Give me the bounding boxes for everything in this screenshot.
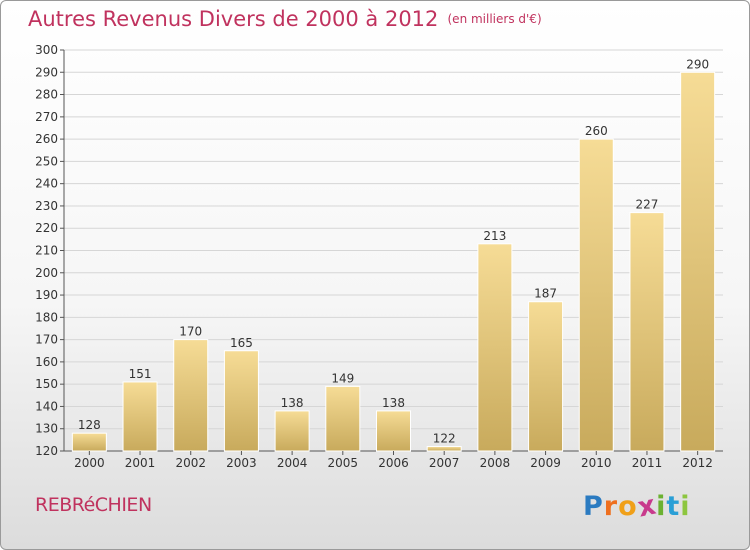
bar bbox=[680, 71, 716, 452]
bar-value-label: 138 bbox=[382, 396, 405, 410]
x-tick-label: 2001 bbox=[125, 456, 156, 470]
bar-value-label: 138 bbox=[281, 396, 304, 410]
x-tick-label: 2002 bbox=[175, 456, 206, 470]
y-tick-label: 140 bbox=[35, 399, 58, 413]
x-tick-label: 2003 bbox=[226, 456, 257, 470]
y-tick-label: 200 bbox=[35, 266, 58, 280]
bar-value-label: 227 bbox=[636, 198, 659, 212]
title-unit: (en milliers d'€) bbox=[447, 12, 542, 26]
y-tick-label: 130 bbox=[35, 422, 58, 436]
bar bbox=[578, 138, 614, 452]
y-tick-label: 300 bbox=[35, 43, 58, 57]
x-tick-label: 2007 bbox=[429, 456, 460, 470]
bar-value-label: 260 bbox=[585, 124, 608, 138]
logo-letter: P bbox=[583, 491, 604, 522]
bar-value-label: 122 bbox=[433, 432, 456, 446]
y-tick-label: 260 bbox=[35, 132, 58, 146]
bar-value-label: 165 bbox=[230, 336, 253, 350]
x-tick-label: 2008 bbox=[480, 456, 511, 470]
chart-title: Autres Revenus Divers de 2000 à 2012 (en… bbox=[28, 7, 542, 31]
logo-letter: r bbox=[603, 491, 619, 522]
y-tick-label: 120 bbox=[35, 444, 58, 458]
y-tick-label: 210 bbox=[35, 244, 58, 258]
y-tick-label: 270 bbox=[35, 110, 58, 124]
logo-letter: i bbox=[656, 491, 667, 522]
commune-name: REBRéCHIEN bbox=[35, 494, 152, 516]
bar-value-label: 128 bbox=[78, 418, 101, 432]
bar-value-label: 170 bbox=[179, 325, 202, 339]
y-tick-label: 180 bbox=[35, 310, 58, 324]
y-tick-label: 160 bbox=[35, 355, 58, 369]
bar bbox=[477, 243, 513, 452]
bar-value-label: 149 bbox=[331, 371, 354, 385]
bar-value-label: 290 bbox=[686, 57, 709, 71]
bar bbox=[426, 446, 462, 452]
bar bbox=[528, 301, 564, 452]
bar bbox=[629, 212, 665, 452]
y-tick-label: 240 bbox=[35, 177, 58, 191]
bar bbox=[122, 381, 158, 452]
y-tick-label: 230 bbox=[35, 199, 58, 213]
bar-value-label: 187 bbox=[534, 287, 557, 301]
y-tick-label: 220 bbox=[35, 221, 58, 235]
x-tick-label: 2006 bbox=[378, 456, 409, 470]
bar bbox=[325, 385, 361, 452]
x-tick-label: 2009 bbox=[530, 456, 561, 470]
title-main: Autres Revenus Divers de 2000 à 2012 bbox=[28, 7, 439, 31]
bar bbox=[173, 339, 209, 452]
y-tick-label: 150 bbox=[35, 377, 58, 391]
proxiti-logo[interactable]: Proxiti bbox=[583, 489, 691, 523]
bar bbox=[223, 350, 259, 452]
x-tick-label: 2010 bbox=[581, 456, 612, 470]
bar-value-label: 151 bbox=[129, 367, 152, 381]
bar bbox=[376, 410, 411, 452]
y-tick-label: 250 bbox=[35, 154, 58, 168]
y-tick-label: 170 bbox=[35, 333, 58, 347]
x-tick-label: 2005 bbox=[328, 456, 359, 470]
bar-value-label: 213 bbox=[483, 229, 506, 243]
x-tick-label: 2011 bbox=[632, 456, 663, 470]
x-tick-label: 2012 bbox=[682, 456, 713, 470]
bar bbox=[274, 410, 310, 452]
x-tick-label: 2004 bbox=[277, 456, 308, 470]
logo-letter: t bbox=[666, 491, 681, 522]
bar bbox=[71, 432, 107, 452]
y-tick-label: 280 bbox=[35, 88, 58, 102]
x-tick-label: 2000 bbox=[74, 456, 105, 470]
y-tick-label: 290 bbox=[35, 65, 58, 79]
logo-letter: o bbox=[618, 491, 638, 522]
y-tick-label: 190 bbox=[35, 288, 58, 302]
logo-letter: i bbox=[680, 491, 691, 522]
